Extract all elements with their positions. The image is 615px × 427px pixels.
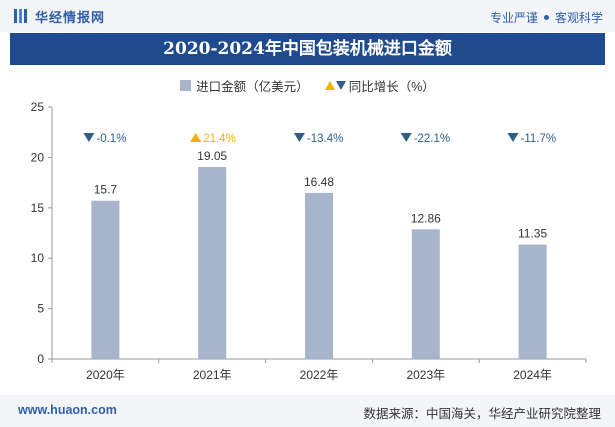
x-tick-label: 2020年	[86, 368, 125, 382]
bar	[305, 192, 333, 359]
y-tick-label: 0	[37, 352, 44, 366]
y-tick-label: 25	[31, 100, 45, 114]
growth-label: -0.1%	[96, 133, 126, 145]
brand-logo-icon	[14, 9, 28, 23]
brand[interactable]: 华经情报网	[14, 7, 105, 25]
legend-item-growth[interactable]: 同比增长（%）	[324, 76, 435, 95]
growth-down-icon	[293, 133, 305, 142]
chart-legend: 进口金额（亿美元） 同比增长（%）	[0, 76, 615, 94]
top-bar: 华经情报网 专业严谨 客观科学	[0, 0, 615, 32]
legend-label-amount: 进口金额（亿美元）	[196, 79, 309, 94]
legend-swatch	[180, 79, 192, 91]
brand-name: 华经情报网	[35, 9, 106, 25]
growth-label: -13.4%	[307, 133, 343, 145]
bar	[91, 200, 120, 359]
bar-value-label: 15.7	[94, 183, 118, 197]
footer-url[interactable]: www.huaon.com	[18, 403, 117, 417]
y-tick-label: 10	[31, 251, 45, 265]
growth-label: -11.7%	[521, 133, 557, 145]
x-tick-label: 2023年	[406, 368, 445, 382]
growth-triangle-icon	[324, 80, 346, 90]
bar	[198, 166, 227, 359]
growth-down-icon	[400, 133, 412, 142]
data-source: 数据来源：中国海关，华经产业研究院整理	[363, 407, 601, 421]
growth-label: -22.1%	[414, 133, 450, 145]
bar-value-label: 11.35	[518, 227, 547, 241]
triangle-down-icon	[335, 80, 346, 90]
bar-value-label: 16.48	[304, 175, 334, 189]
triangle-up-icon	[324, 80, 335, 90]
x-tick-label: 2024年	[513, 368, 552, 382]
growth-label: 21.4%	[203, 133, 236, 145]
footer: www.huaon.com 数据来源：中国海关，华经产业研究院整理	[0, 395, 615, 427]
slogan: 专业严谨 客观科学	[490, 9, 603, 26]
y-tick-label: 15	[31, 201, 45, 215]
y-tick-label: 5	[37, 302, 44, 316]
slogan-right: 客观科学	[554, 11, 603, 25]
bar	[518, 244, 547, 359]
legend-label-growth: 同比增长（%）	[348, 79, 435, 94]
slogan-left: 专业严谨	[489, 11, 538, 25]
chart-title: 2020-2024年中国包装机械进口金额	[10, 33, 605, 65]
bar	[411, 229, 440, 359]
bullet-icon	[543, 15, 549, 20]
x-tick-label: 2022年	[300, 368, 339, 382]
bar-value-label: 12.86	[411, 211, 441, 225]
growth-down-icon	[507, 133, 519, 142]
legend-item-amount[interactable]: 进口金额（亿美元）	[180, 76, 309, 95]
y-tick-label: 20	[31, 150, 45, 164]
x-tick-label: 2021年	[193, 368, 232, 382]
bar-chart: 0 5 10 15 20 25 2020年 15.7 -0.1% 2021年 19.05 21.4% 2…	[31, 100, 587, 382]
growth-up-icon	[190, 133, 202, 142]
growth-down-icon	[83, 133, 95, 142]
bar-value-label: 19.05	[197, 149, 227, 163]
